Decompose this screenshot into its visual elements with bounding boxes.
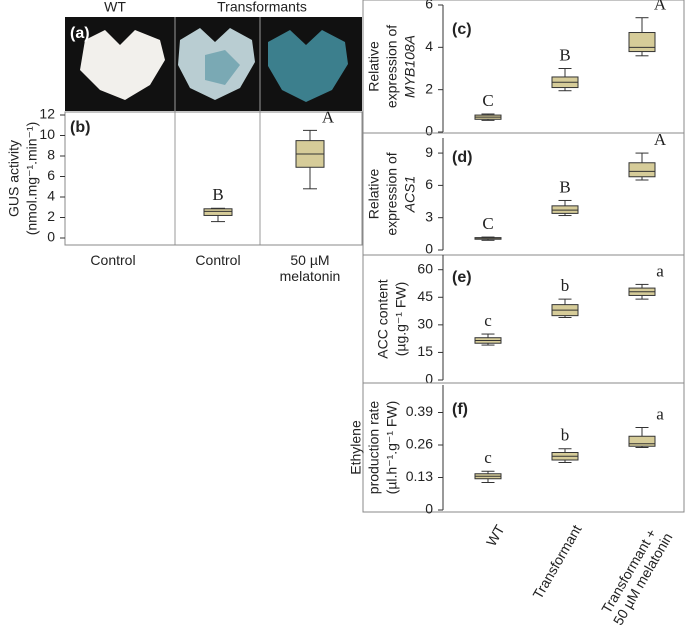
y-axis-title: ACS1 bbox=[402, 176, 418, 214]
y-axis-title: GUS activity bbox=[6, 140, 22, 217]
box bbox=[628, 32, 656, 53]
y-tick-label: 6 bbox=[47, 167, 55, 183]
y-tick-label: 15 bbox=[417, 343, 433, 359]
y-tick-label: 6 bbox=[425, 0, 433, 12]
y-tick-label: 0 bbox=[425, 501, 433, 517]
box bbox=[551, 205, 579, 214]
y-tick-label: 2 bbox=[47, 208, 55, 224]
significance-letter: B bbox=[559, 177, 570, 196]
significance-letter: A bbox=[654, 130, 667, 149]
y-axis-title: expression of bbox=[384, 25, 400, 108]
header: WT bbox=[104, 0, 126, 15]
y-tick-label: 60 bbox=[417, 260, 433, 276]
panel-label: (a) bbox=[70, 25, 90, 42]
panel-label: (f) bbox=[452, 401, 468, 418]
y-tick-label: 2 bbox=[425, 80, 433, 96]
y-tick-label: 0 bbox=[425, 241, 433, 257]
y-tick-label: 8 bbox=[47, 147, 55, 163]
y-axis-title: MYB108A bbox=[402, 35, 418, 98]
leaf bbox=[80, 30, 165, 100]
leaf-stain bbox=[205, 50, 240, 85]
y-tick-label: 12 bbox=[39, 106, 55, 122]
significance-letter: a bbox=[656, 261, 664, 280]
significance-letter: A bbox=[322, 107, 335, 126]
significance-letter: b bbox=[561, 426, 570, 445]
y-tick-label: 0 bbox=[47, 229, 55, 245]
x-tick-label: Control bbox=[90, 252, 136, 268]
y-axis-title: (nmol.mg⁻¹.min⁻¹) bbox=[24, 122, 40, 236]
box bbox=[203, 208, 233, 216]
y-tick-label: 45 bbox=[417, 288, 433, 304]
panel-frame bbox=[64, 111, 363, 246]
x-tick-label: Control bbox=[195, 252, 241, 268]
y-axis-title: (µl.h⁻¹.g⁻¹ FW) bbox=[384, 401, 400, 495]
significance-letter: A bbox=[654, 0, 667, 14]
y-tick-label: 9 bbox=[425, 144, 433, 160]
y-axis-title: ACC content bbox=[375, 279, 391, 358]
significance-letter: c bbox=[484, 448, 492, 467]
significance-letter: C bbox=[482, 214, 493, 233]
y-axis-title: expression of bbox=[384, 152, 400, 235]
y-tick-label: 0 bbox=[425, 371, 433, 387]
y-tick-label: 0.13 bbox=[406, 468, 433, 484]
panel-frame bbox=[362, 254, 685, 384]
y-axis-title: Ethylene bbox=[348, 420, 364, 475]
significance-letter: b bbox=[561, 276, 570, 295]
y-tick-label: 30 bbox=[417, 316, 433, 332]
leaf bbox=[268, 30, 348, 102]
x-tick-label: 50 µM melatonin bbox=[279, 252, 341, 284]
y-axis-title: Relative bbox=[366, 41, 382, 92]
header: Transformants bbox=[217, 0, 307, 15]
panel-label: (b) bbox=[70, 119, 90, 136]
y-axis-title: production rate bbox=[366, 401, 382, 495]
significance-letter: B bbox=[212, 185, 223, 204]
box bbox=[628, 162, 656, 178]
y-axis-title: (µg.g⁻¹ FW) bbox=[393, 282, 409, 357]
significance-letter: a bbox=[656, 404, 664, 423]
y-tick-label: 6 bbox=[425, 176, 433, 192]
significance-letter: c bbox=[484, 311, 492, 330]
y-tick-label: 4 bbox=[47, 188, 55, 204]
panel-frame bbox=[362, 382, 685, 513]
y-axis-title: Relative bbox=[366, 169, 382, 220]
y-tick-label: 3 bbox=[425, 208, 433, 224]
panel-label: (c) bbox=[452, 21, 472, 38]
y-tick-label: 0.39 bbox=[406, 403, 433, 419]
panel-label: (d) bbox=[452, 149, 472, 166]
y-tick-label: 0 bbox=[425, 123, 433, 139]
y-tick-label: 0.26 bbox=[406, 436, 433, 452]
significance-letter: B bbox=[559, 45, 570, 64]
significance-letter: C bbox=[482, 91, 493, 110]
panel-label: (e) bbox=[452, 269, 472, 286]
box bbox=[628, 435, 656, 447]
y-tick-label: 4 bbox=[425, 38, 433, 54]
y-tick-label: 10 bbox=[39, 126, 55, 142]
